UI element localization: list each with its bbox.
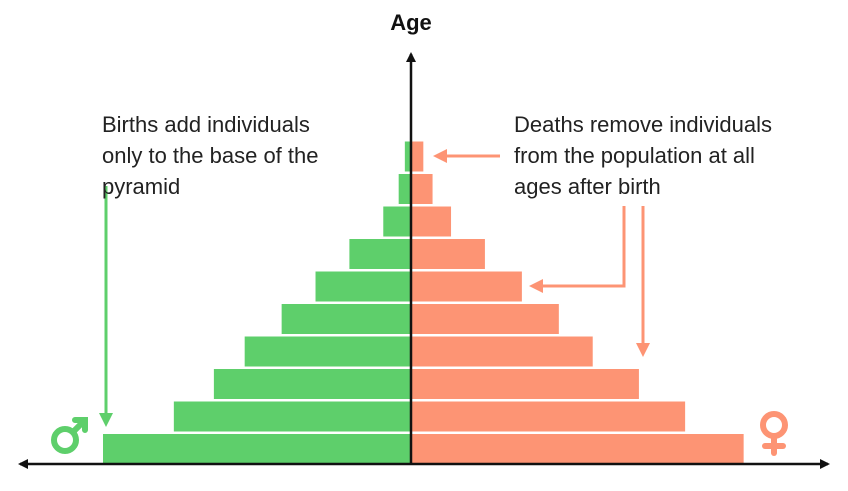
female-bar-age-class-1: [411, 434, 744, 464]
female-bars: [411, 141, 744, 464]
deaths-annotation-line: from the population at all: [514, 143, 755, 168]
male-bar-age-class-6: [315, 271, 411, 302]
births-annotation-line: pyramid: [102, 174, 181, 199]
age-axis-label: Age: [390, 10, 432, 35]
deaths-arrow-middle: [529, 206, 626, 293]
male-bar-age-class-8: [383, 206, 411, 237]
male-bar-age-class-1: [103, 434, 411, 464]
deaths-annotation-line: Deaths remove individuals: [514, 112, 773, 137]
female-bar-age-class-3: [411, 369, 639, 399]
female-bar-age-class-2: [411, 401, 686, 432]
female-bar-age-class-7: [411, 239, 485, 269]
deaths-annotation-line: ages after birth: [514, 174, 661, 199]
female-bar-age-class-4: [411, 336, 593, 367]
births-annotation: Births add individuals only to the base …: [102, 109, 392, 202]
births-annotation-line: only to the base of the: [102, 143, 319, 168]
male-bar-age-class-9: [398, 174, 411, 204]
male-bar-age-class-7: [349, 239, 411, 269]
male-bar-age-class-5: [281, 304, 411, 334]
female-bar-age-class-9: [411, 174, 433, 204]
male-bar-age-class-2: [173, 401, 411, 432]
male-bar-age-class-10: [404, 141, 411, 172]
births-annotation-line: Births add individuals: [102, 112, 310, 137]
male-bar-age-class-3: [213, 369, 411, 399]
venus-symbol-icon: [760, 411, 788, 456]
female-bar-age-class-5: [411, 304, 559, 334]
female-bar-age-class-8: [411, 206, 452, 237]
female-bar-age-class-6: [411, 271, 522, 302]
mars-symbol-icon: [51, 417, 88, 454]
female-bar-age-class-10: [411, 141, 424, 172]
deaths-annotation: Deaths remove individuals from the popul…: [514, 109, 844, 202]
male-bars: [103, 141, 411, 464]
male-bar-age-class-4: [244, 336, 411, 367]
